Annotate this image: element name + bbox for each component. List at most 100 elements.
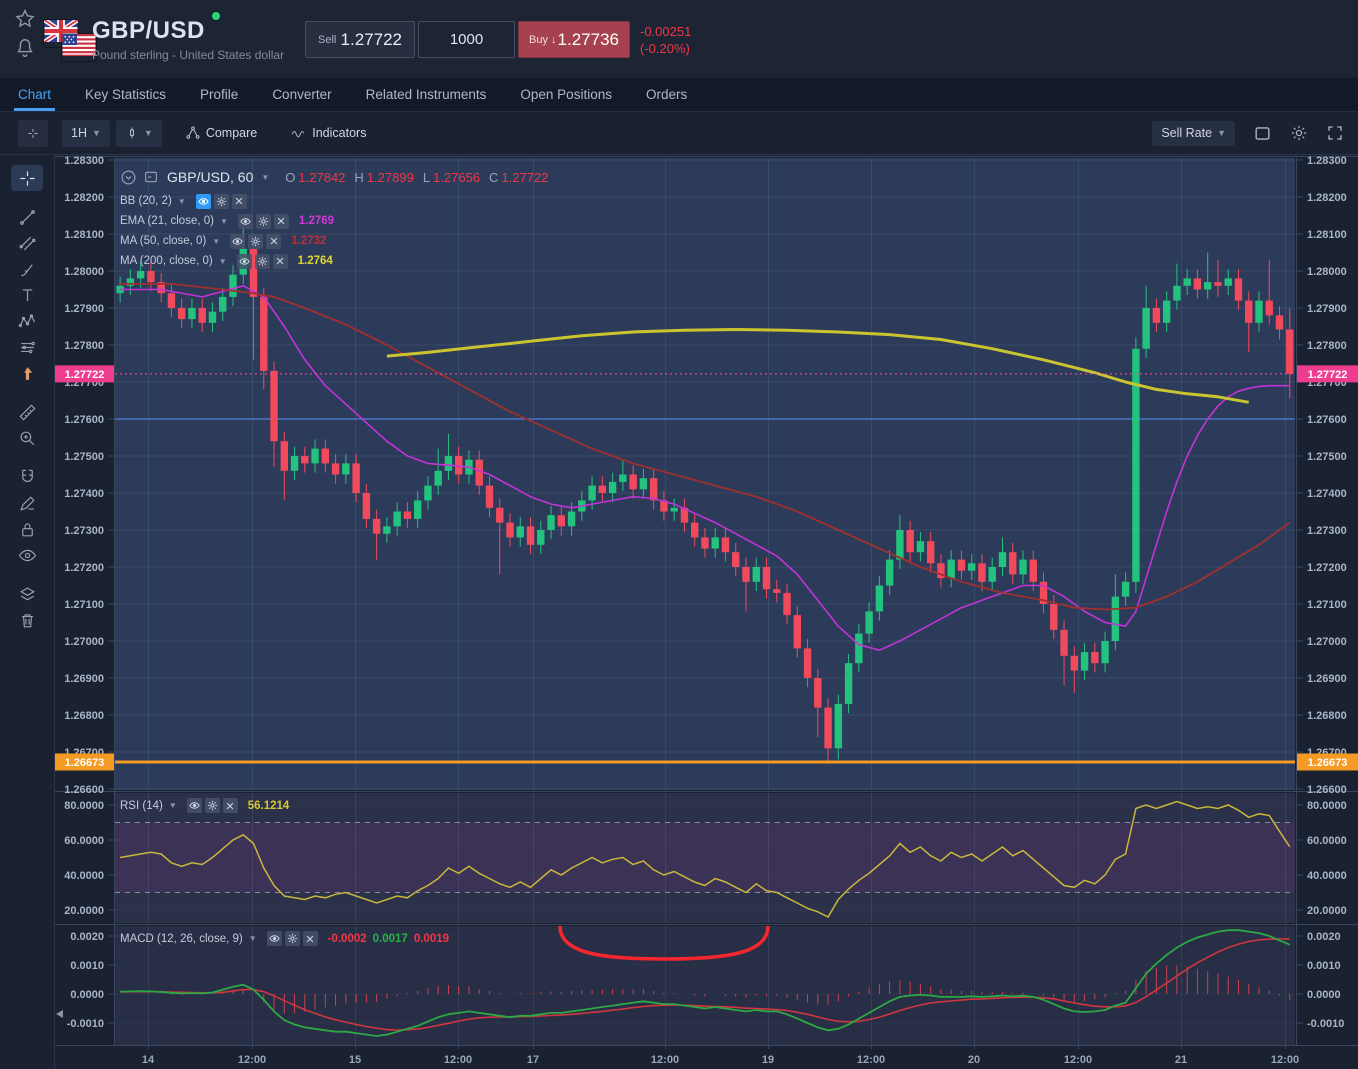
scale-scroll-marker[interactable]	[56, 1010, 63, 1018]
indicator-label[interactable]: MA (200, close, 0)	[120, 255, 213, 267]
chevron-down-icon[interactable]: ▼	[212, 236, 221, 246]
indicator-settings-icon[interactable]	[213, 193, 229, 209]
chart-area[interactable]: 1.28300 1.28300 1.28200 1.28200 1.28100 1.281…	[55, 155, 1358, 1069]
chart-canvas[interactable]: 1.28300 1.28300 1.28200 1.28200 1.28100 1.281…	[55, 155, 1358, 1069]
indicator-label[interactable]: BB (20, 2)	[120, 195, 172, 207]
tool-trash-icon[interactable]	[11, 607, 43, 633]
sell-price: 1.27722	[340, 29, 402, 49]
candle-body	[670, 507, 678, 512]
tool-brush-icon[interactable]	[11, 256, 43, 282]
indicator-value: 1.2764	[297, 255, 333, 267]
compare-button[interactable]: Compare	[176, 120, 266, 147]
tool-arrow-up-icon[interactable]	[11, 360, 43, 386]
tool-magnet-icon[interactable]	[11, 464, 43, 490]
indicator-settings-icon[interactable]	[248, 233, 264, 249]
indicator-settings-icon[interactable]	[254, 253, 270, 269]
chart-style-dropdown[interactable]: ▼	[115, 119, 162, 147]
indicator-eye-icon[interactable]	[266, 931, 282, 946]
candle-body	[957, 559, 966, 571]
price-axes[interactable]: 1.28300 1.28300 1.28200 1.28200 1.28100 1.281…	[64, 155, 1347, 1030]
buy-button[interactable]: Buy ↓ 1.27736	[518, 21, 630, 58]
tab-profile[interactable]: Profile	[200, 87, 239, 102]
tool-trend-line-icon[interactable]	[11, 204, 43, 230]
tool-xabcd-pattern-icon[interactable]	[11, 308, 43, 334]
indicator-eye-icon[interactable]	[236, 253, 252, 269]
rsi-label[interactable]: RSI (14)	[120, 799, 163, 812]
amount-input[interactable]: 1000	[418, 21, 515, 58]
tab-chart[interactable]: Chart	[13, 78, 56, 111]
indicator-close-icon[interactable]	[272, 253, 288, 269]
candle-body	[926, 541, 935, 564]
candle-body	[506, 522, 514, 538]
indicator-label[interactable]: EMA (21, close, 0)	[120, 215, 214, 227]
tab-open-positions[interactable]: Open Positions	[520, 87, 612, 102]
indicator-close-icon[interactable]	[273, 213, 289, 229]
tab-converter[interactable]: Converter	[272, 87, 332, 102]
chevron-down-icon[interactable]: ▼	[177, 196, 186, 206]
chevron-down-icon[interactable]: ▼	[248, 934, 257, 943]
tool-drawing-edit-icon[interactable]	[11, 490, 43, 516]
indicator-close-icon[interactable]	[266, 233, 282, 249]
main-pane-surface[interactable]	[115, 158, 1295, 790]
buy-label: Buy ↓	[529, 33, 557, 46]
tool-fib-lines-icon[interactable]	[11, 230, 43, 256]
rate-side-dropdown[interactable]: Sell Rate ▼	[1152, 120, 1235, 146]
indicator-eye-icon[interactable]	[195, 193, 211, 209]
price-tick-label: 0.0000	[1307, 989, 1341, 1001]
alert-bell-icon[interactable]	[14, 37, 36, 59]
tab-related-instruments[interactable]: Related Instruments	[365, 87, 487, 102]
indicators-button[interactable]: Indicators	[280, 120, 375, 147]
overlay-ma200-line	[386, 328, 1249, 404]
candle-body	[311, 448, 319, 464]
drawn-curve-annotation[interactable]	[558, 925, 770, 961]
crosshair-mode-button[interactable]	[18, 119, 48, 147]
fullscreen-button[interactable]	[1326, 124, 1344, 142]
indicator-eye-icon[interactable]	[230, 233, 246, 249]
chevron-down-icon[interactable]: ▼	[261, 172, 270, 182]
indicator-settings-icon[interactable]	[204, 798, 220, 813]
legend-collapse-icon[interactable]	[120, 169, 137, 186]
interval-dropdown[interactable]: 1H ▼	[62, 119, 110, 147]
indicator-close-icon[interactable]	[222, 798, 238, 813]
tool-zoom-in-icon[interactable]	[11, 425, 43, 451]
tool-forecast-icon[interactable]	[11, 334, 43, 360]
favorite-star-icon[interactable]	[14, 8, 36, 30]
tool-text-icon[interactable]	[11, 282, 43, 308]
legend-pane-icon[interactable]	[143, 169, 159, 185]
candle-body	[588, 485, 596, 501]
sell-button[interactable]: Sell 1.27722	[305, 21, 415, 58]
tab-key-statistics[interactable]: Key Statistics	[85, 87, 167, 102]
tool-layers-icon[interactable]	[11, 581, 43, 607]
candle-body	[547, 515, 555, 530]
candle-body	[1245, 300, 1253, 323]
tool-crosshair-icon[interactable]	[11, 165, 43, 191]
tool-ruler-icon[interactable]	[11, 399, 43, 425]
price-tick-label: 1.26900	[1307, 673, 1347, 685]
candle-body	[1152, 308, 1161, 323]
chevron-down-icon[interactable]: ▼	[168, 801, 177, 810]
indicator-close-icon[interactable]	[231, 193, 247, 209]
pane-backgrounds[interactable]	[115, 158, 1295, 1045]
candle-body	[742, 567, 750, 582]
indicator-close-icon[interactable]	[302, 931, 318, 946]
macd-label[interactable]: MACD (12, 26, close, 9)	[120, 932, 243, 945]
chevron-down-icon: ▼	[1217, 128, 1226, 138]
indicator-label[interactable]: MA (50, close, 0)	[120, 235, 207, 247]
chevron-down-icon[interactable]: ▼	[218, 256, 227, 266]
settings-gear-button[interactable]	[1290, 124, 1308, 142]
snapshot-button[interactable]	[1253, 124, 1272, 143]
tool-eye-icon[interactable]	[11, 542, 43, 568]
candle-body	[762, 567, 771, 590]
svg-text:1.26673: 1.26673	[1308, 757, 1348, 769]
tab-bar: Chart Key Statistics Profile Converter Relat…	[0, 78, 1358, 112]
indicator-settings-icon[interactable]	[255, 213, 271, 229]
tab-orders[interactable]: Orders	[645, 87, 688, 102]
indicator-settings-icon[interactable]	[284, 931, 300, 946]
tool-lock-icon[interactable]	[11, 516, 43, 542]
time-axis[interactable]: 14 12:00 15 12:00 17 12:00 19 12:00 20 12:00 21 12:…	[142, 1045, 1299, 1066]
legend-symbol-interval[interactable]: GBP/USD, 60	[167, 169, 254, 185]
indicator-eye-icon[interactable]	[237, 213, 253, 229]
indicator-eye-icon[interactable]	[186, 798, 202, 813]
chevron-down-icon[interactable]: ▼	[219, 216, 228, 226]
